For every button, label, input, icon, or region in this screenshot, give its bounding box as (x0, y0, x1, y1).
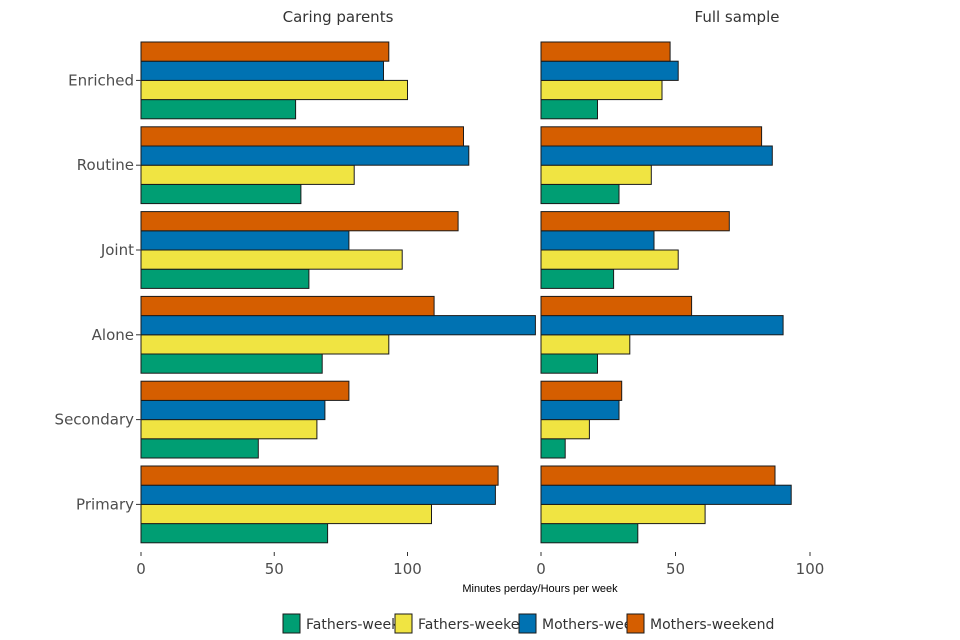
bar-full-sample-secondary-fathers-weekend (540, 419, 590, 440)
legend-label-fathers-week: Fathers-week (306, 617, 400, 633)
y-tick-label-primary: Primary (76, 495, 134, 513)
panel-title-caring-parents: Caring parents (283, 8, 394, 26)
bar-caring-parents-primary-fathers-week (140, 523, 329, 544)
bar-caring-parents-secondary-fathers-week (140, 438, 259, 459)
bar-full-sample-alone-fathers-weekend (540, 334, 631, 355)
bar-full-sample-joint-mothers-week (540, 230, 655, 251)
bar-caring-parents-primary-mothers-week (140, 484, 496, 505)
bar-caring-parents-primary-mothers-weekend (140, 465, 499, 486)
legend-label-mothers-week: Mothers-week (542, 617, 641, 633)
y-axis-categories: Enriched Routine Joint Alone Secondary Primar… (55, 71, 141, 513)
bar-caring-parents-routine-mothers-weekend (140, 126, 464, 147)
panel-caring-parents: Caring parents 0 50 100 (136, 8, 536, 578)
bar-full-sample-primary-mothers-weekend (540, 465, 776, 486)
bar-caring-parents-alone-mothers-week (140, 315, 536, 336)
bar-caring-parents-enriched-fathers-week (140, 99, 297, 120)
bar-full-sample-primary-mothers-week (540, 484, 792, 505)
legend-swatch-mothers-week (518, 613, 537, 634)
bar-caring-parents-secondary-fathers-weekend (140, 419, 318, 440)
bar-caring-parents-enriched-mothers-weekend (140, 41, 390, 62)
bar-full-sample-routine-mothers-week (540, 145, 773, 166)
x-tick-label: 50 (666, 560, 685, 578)
legend-label-fathers-weekend: Fathers-weekend (418, 617, 537, 633)
bar-full-sample-joint-fathers-weekend (540, 249, 679, 270)
x-axis-title: Minutes perday/Hours per week (462, 583, 618, 595)
y-tick-label-alone: Alone (92, 326, 134, 344)
y-tick-label-routine: Routine (77, 156, 134, 174)
bar-full-sample-alone-fathers-week (540, 353, 598, 374)
bar-caring-parents-alone-mothers-weekend (140, 295, 435, 317)
bar-caring-parents-routine-fathers-weekend (140, 164, 355, 185)
x-tick-label: 0 (536, 560, 546, 578)
bar-caring-parents-primary-fathers-weekend (140, 503, 432, 525)
x-ticks-full-sample: 0 50 100 (536, 552, 824, 578)
bar-caring-parents-joint-fathers-week (140, 268, 310, 289)
bars-full-sample (540, 41, 792, 544)
legend-swatch-fathers-week (282, 613, 301, 634)
bar-caring-parents-enriched-mothers-week (140, 60, 384, 81)
bar-caring-parents-routine-mothers-week (140, 145, 470, 166)
bar-caring-parents-joint-mothers-weekend (140, 211, 459, 232)
panel-title-full-sample: Full sample (695, 8, 780, 26)
bar-full-sample-joint-mothers-weekend (540, 211, 730, 232)
x-tick-label: 100 (393, 560, 422, 578)
bar-caring-parents-joint-mothers-week (140, 230, 350, 251)
bar-full-sample-enriched-mothers-week (540, 60, 679, 81)
bar-caring-parents-routine-fathers-week (140, 183, 302, 205)
legend: Fathers-week Fathers-weekend Mothers-week M… (282, 613, 774, 634)
bar-full-sample-routine-fathers-weekend (540, 164, 652, 185)
bar-full-sample-secondary-mothers-week (540, 399, 620, 421)
y-tick-label-enriched: Enriched (68, 71, 134, 89)
x-tick-label: 50 (265, 560, 284, 578)
bar-full-sample-routine-mothers-weekend (540, 126, 763, 147)
y-tick-label-joint: Joint (100, 241, 134, 259)
x-tick-label: 0 (136, 560, 146, 578)
bar-full-sample-routine-fathers-week (540, 183, 620, 205)
bar-caring-parents-joint-fathers-weekend (140, 249, 403, 270)
bar-full-sample-primary-fathers-weekend (540, 503, 706, 525)
legend-swatch-mothers-weekend (626, 613, 645, 634)
x-ticks-caring-parents: 0 50 100 (136, 552, 422, 578)
bar-caring-parents-secondary-mothers-weekend (140, 380, 350, 401)
panel-full-sample: Full sample 0 50 100 (536, 8, 824, 578)
x-tick-label: 100 (796, 560, 825, 578)
bar-full-sample-enriched-fathers-week (540, 99, 598, 120)
bars-caring-parents (140, 41, 536, 544)
bar-full-sample-alone-mothers-weekend (540, 295, 693, 317)
bar-full-sample-secondary-mothers-weekend (540, 380, 623, 401)
bar-full-sample-enriched-mothers-weekend (540, 41, 671, 62)
y-tick-label-secondary: Secondary (55, 411, 135, 429)
bar-full-sample-joint-fathers-week (540, 268, 615, 289)
legend-swatch-fathers-weekend (394, 613, 413, 634)
bar-caring-parents-alone-fathers-weekend (140, 334, 390, 355)
bar-full-sample-alone-mothers-week (540, 315, 784, 336)
bar-full-sample-primary-fathers-week (540, 523, 639, 544)
bar-full-sample-enriched-fathers-weekend (540, 79, 663, 101)
bar-caring-parents-enriched-fathers-weekend (140, 79, 408, 101)
legend-label-mothers-weekend: Mothers-weekend (650, 617, 774, 633)
bar-caring-parents-secondary-mothers-week (140, 399, 326, 421)
bar-full-sample-secondary-fathers-week (540, 438, 566, 459)
bar-caring-parents-alone-fathers-week (140, 353, 323, 374)
